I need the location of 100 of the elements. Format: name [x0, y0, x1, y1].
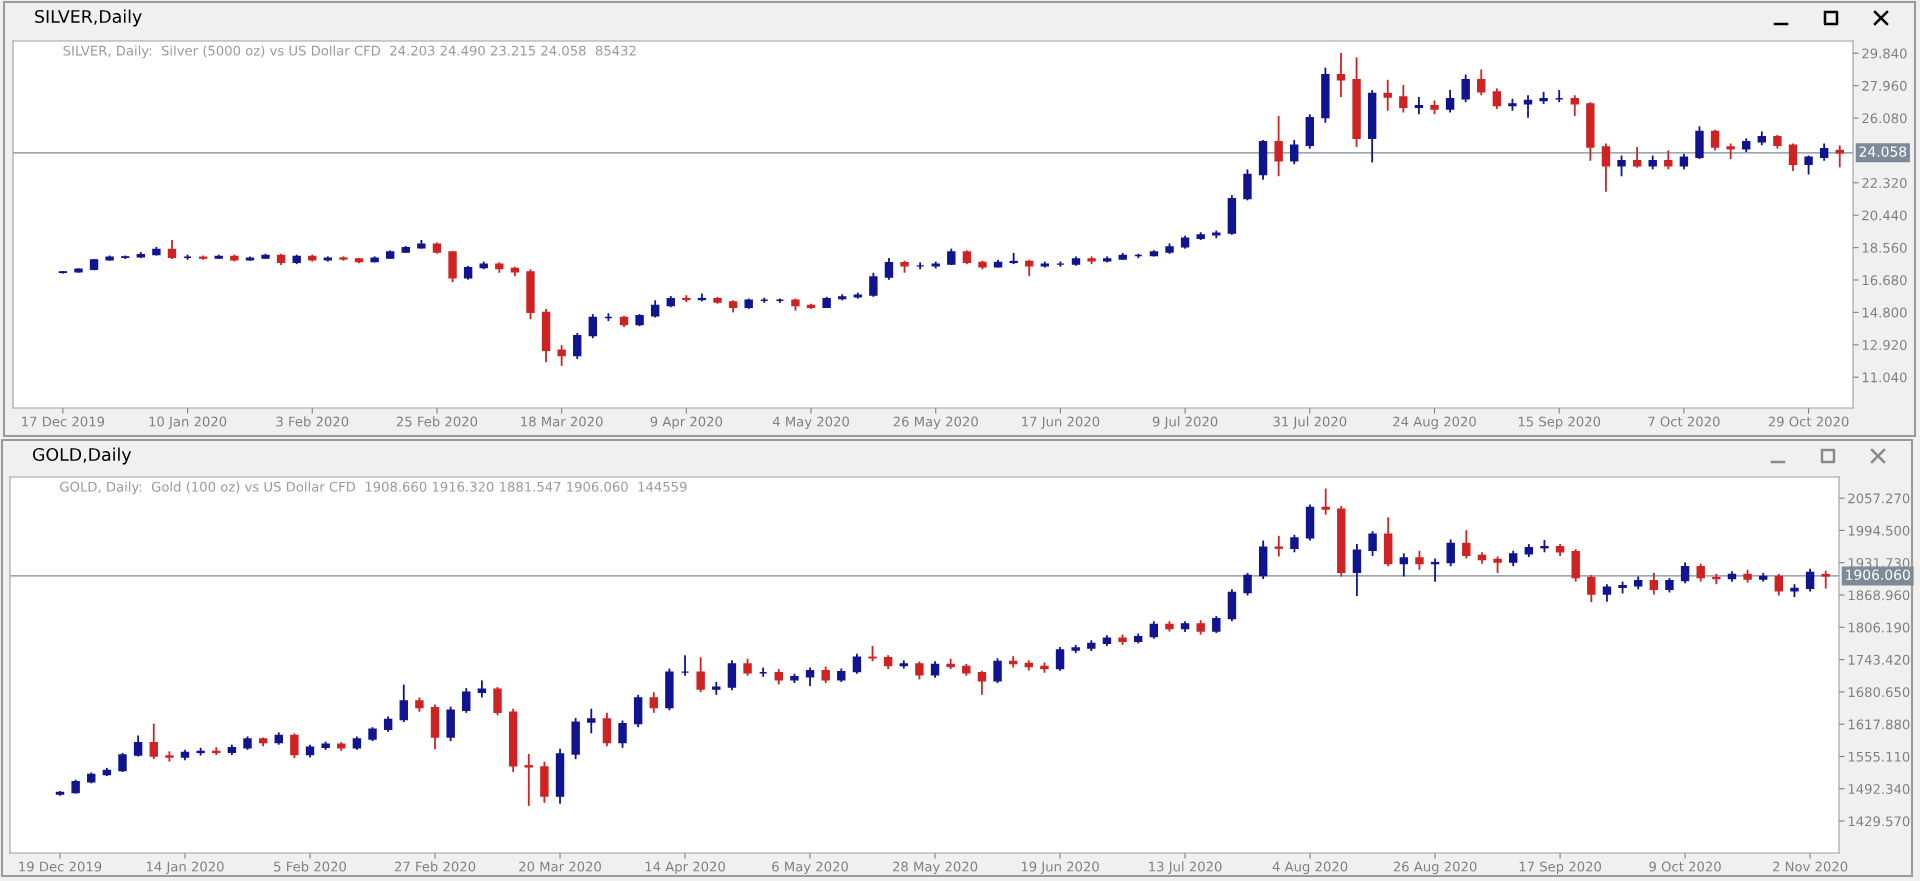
x-tick-label: 25 Feb 2020 [396, 416, 478, 427]
y-tick-label: 1680.650 [1848, 687, 1910, 698]
y-tick-label: 1931.730 [1848, 557, 1910, 568]
x-tick-label: 20 Mar 2020 [519, 861, 601, 872]
candlestick [587, 707, 596, 735]
candlestick [399, 683, 408, 723]
candlestick [573, 332, 582, 360]
candlestick [1274, 534, 1284, 558]
candlestick [1477, 68, 1486, 97]
y-tick-label: 1555.110 [1848, 751, 1910, 762]
candlestick [1696, 562, 1705, 583]
candlestick [618, 719, 627, 749]
candlestick [993, 657, 1002, 684]
candlestick [1617, 154, 1626, 178]
candlestick [1399, 552, 1409, 578]
chart-title: SILVER,Daily [35, 9, 142, 27]
x-tick-label: 13 Jul 2020 [1149, 861, 1222, 874]
x-tick-label: 14 Apr 2020 [645, 861, 725, 875]
candlestick [696, 656, 705, 694]
y-tick-label: 1743.420 [1848, 654, 1910, 665]
x-tick-label: 7 Oct 2020 [1648, 416, 1720, 427]
candlestick [649, 691, 658, 714]
y-tick-label: 1429.570 [1848, 816, 1910, 827]
x-tick-label: 2 Nov 2020 [1773, 861, 1848, 872]
candlestick [1632, 146, 1642, 169]
y-tick-label: 12.920 [1862, 339, 1907, 350]
candlestick [727, 659, 737, 692]
candlestick [149, 722, 158, 761]
candlestick [1680, 561, 1690, 585]
candlestick [1570, 94, 1579, 117]
y-tick-label: 1492.340 [1848, 784, 1910, 794]
y-tick-label: 22.320 [1862, 178, 1907, 188]
candlestick [915, 660, 924, 681]
candlestick [1462, 529, 1471, 560]
candlestick [1804, 154, 1813, 176]
chart-subtitle: GOLD, Daily: Gold (100 oz) vs US Dollar CFD 1908.660 1916.320 1881.547 1906.060 144559 [60, 481, 687, 495]
candlestick [602, 711, 612, 748]
candlestick [290, 732, 299, 759]
x-tick-label: 10 Jan 2020 [149, 416, 227, 429]
candlestick [118, 752, 127, 773]
chart-subtitle: SILVER, Daily: Silver (5000 oz) vs US Dollar CFD 24.203 24.490 23.215 24.058 85432 [63, 45, 636, 59]
y-tick-label: 1994.500 [1848, 525, 1910, 536]
y-tick-label: 1806.190 [1848, 622, 1910, 633]
x-tick-label: 24 Aug 2020 [1393, 416, 1476, 430]
x-tick-label: 9 Apr 2020 [650, 416, 723, 430]
x-tick-label: 6 May 2020 [772, 861, 848, 875]
candlestick [1710, 128, 1720, 152]
x-tick-label: 27 Feb 2020 [394, 861, 476, 872]
candlestick [1835, 144, 1844, 169]
candlestick [557, 344, 566, 367]
candlestick [977, 669, 987, 696]
x-tick-label: 15 Sep 2020 [1518, 416, 1601, 430]
candlestick [1352, 543, 1362, 597]
y-tick-label: 16.680 [1862, 275, 1907, 286]
x-tick-label: 28 May 2020 [893, 861, 978, 875]
x-tick-label: 9 Oct 2020 [1649, 861, 1721, 872]
candlestick [1664, 149, 1673, 171]
x-tick-label: 31 Jul 2020 [1273, 416, 1347, 429]
candlestick [1415, 549, 1424, 571]
candlestick [1788, 142, 1798, 172]
x-tick-label: 9 Jul 2020 [1152, 416, 1218, 429]
x-tick-label: 26 Aug 2020 [1393, 861, 1477, 875]
x-tick-label: 18 Mar 2020 [521, 416, 603, 427]
y-tick-label: 29.840 [1862, 48, 1907, 59]
candlestick [167, 239, 177, 260]
x-tick-label: 17 Sep 2020 [1519, 861, 1602, 875]
y-tick-label: 1868.960 [1848, 590, 1910, 601]
candlestick [1290, 139, 1299, 166]
ref-line-label: 24.058 [1859, 146, 1907, 157]
candlestick [133, 734, 143, 758]
y-tick-label: 14.800 [1862, 307, 1907, 318]
candlestick [1649, 571, 1659, 596]
y-tick-label: 27.960 [1862, 80, 1907, 91]
candlestick [1399, 84, 1408, 114]
candlestick [805, 666, 815, 687]
x-tick-label: 5 Feb 2020 [274, 861, 346, 872]
candlestick [1368, 530, 1377, 557]
x-tick-label: 14 Jan 2020 [146, 861, 224, 874]
x-tick-label: 26 May 2020 [893, 416, 978, 430]
ref-line-label: 1906.060 [1846, 569, 1910, 580]
candlestick [1336, 52, 1346, 98]
x-tick-label: 4 May 2020 [772, 416, 849, 430]
candlestick [1821, 569, 1830, 590]
candlestick [1009, 252, 1018, 266]
y-tick-label: 1617.880 [1848, 719, 1910, 730]
x-tick-label: 17 Dec 2019 [22, 416, 105, 427]
candlestick [869, 271, 878, 298]
candlestick [1523, 94, 1533, 119]
x-tick-label: 19 Jun 2020 [1021, 861, 1099, 874]
y-tick-label: 26.080 [1862, 113, 1907, 124]
candlestick [852, 652, 862, 675]
candlestick [588, 313, 598, 340]
candlestick [1383, 78, 1392, 112]
candlestick [1445, 89, 1455, 114]
candlestick [1587, 574, 1596, 604]
y-tick-label: 20.440 [1862, 210, 1907, 221]
candlestick [884, 257, 894, 281]
candlestick [1274, 115, 1283, 178]
candlestick [1055, 646, 1065, 672]
chart-title: GOLD,Daily [32, 447, 132, 465]
